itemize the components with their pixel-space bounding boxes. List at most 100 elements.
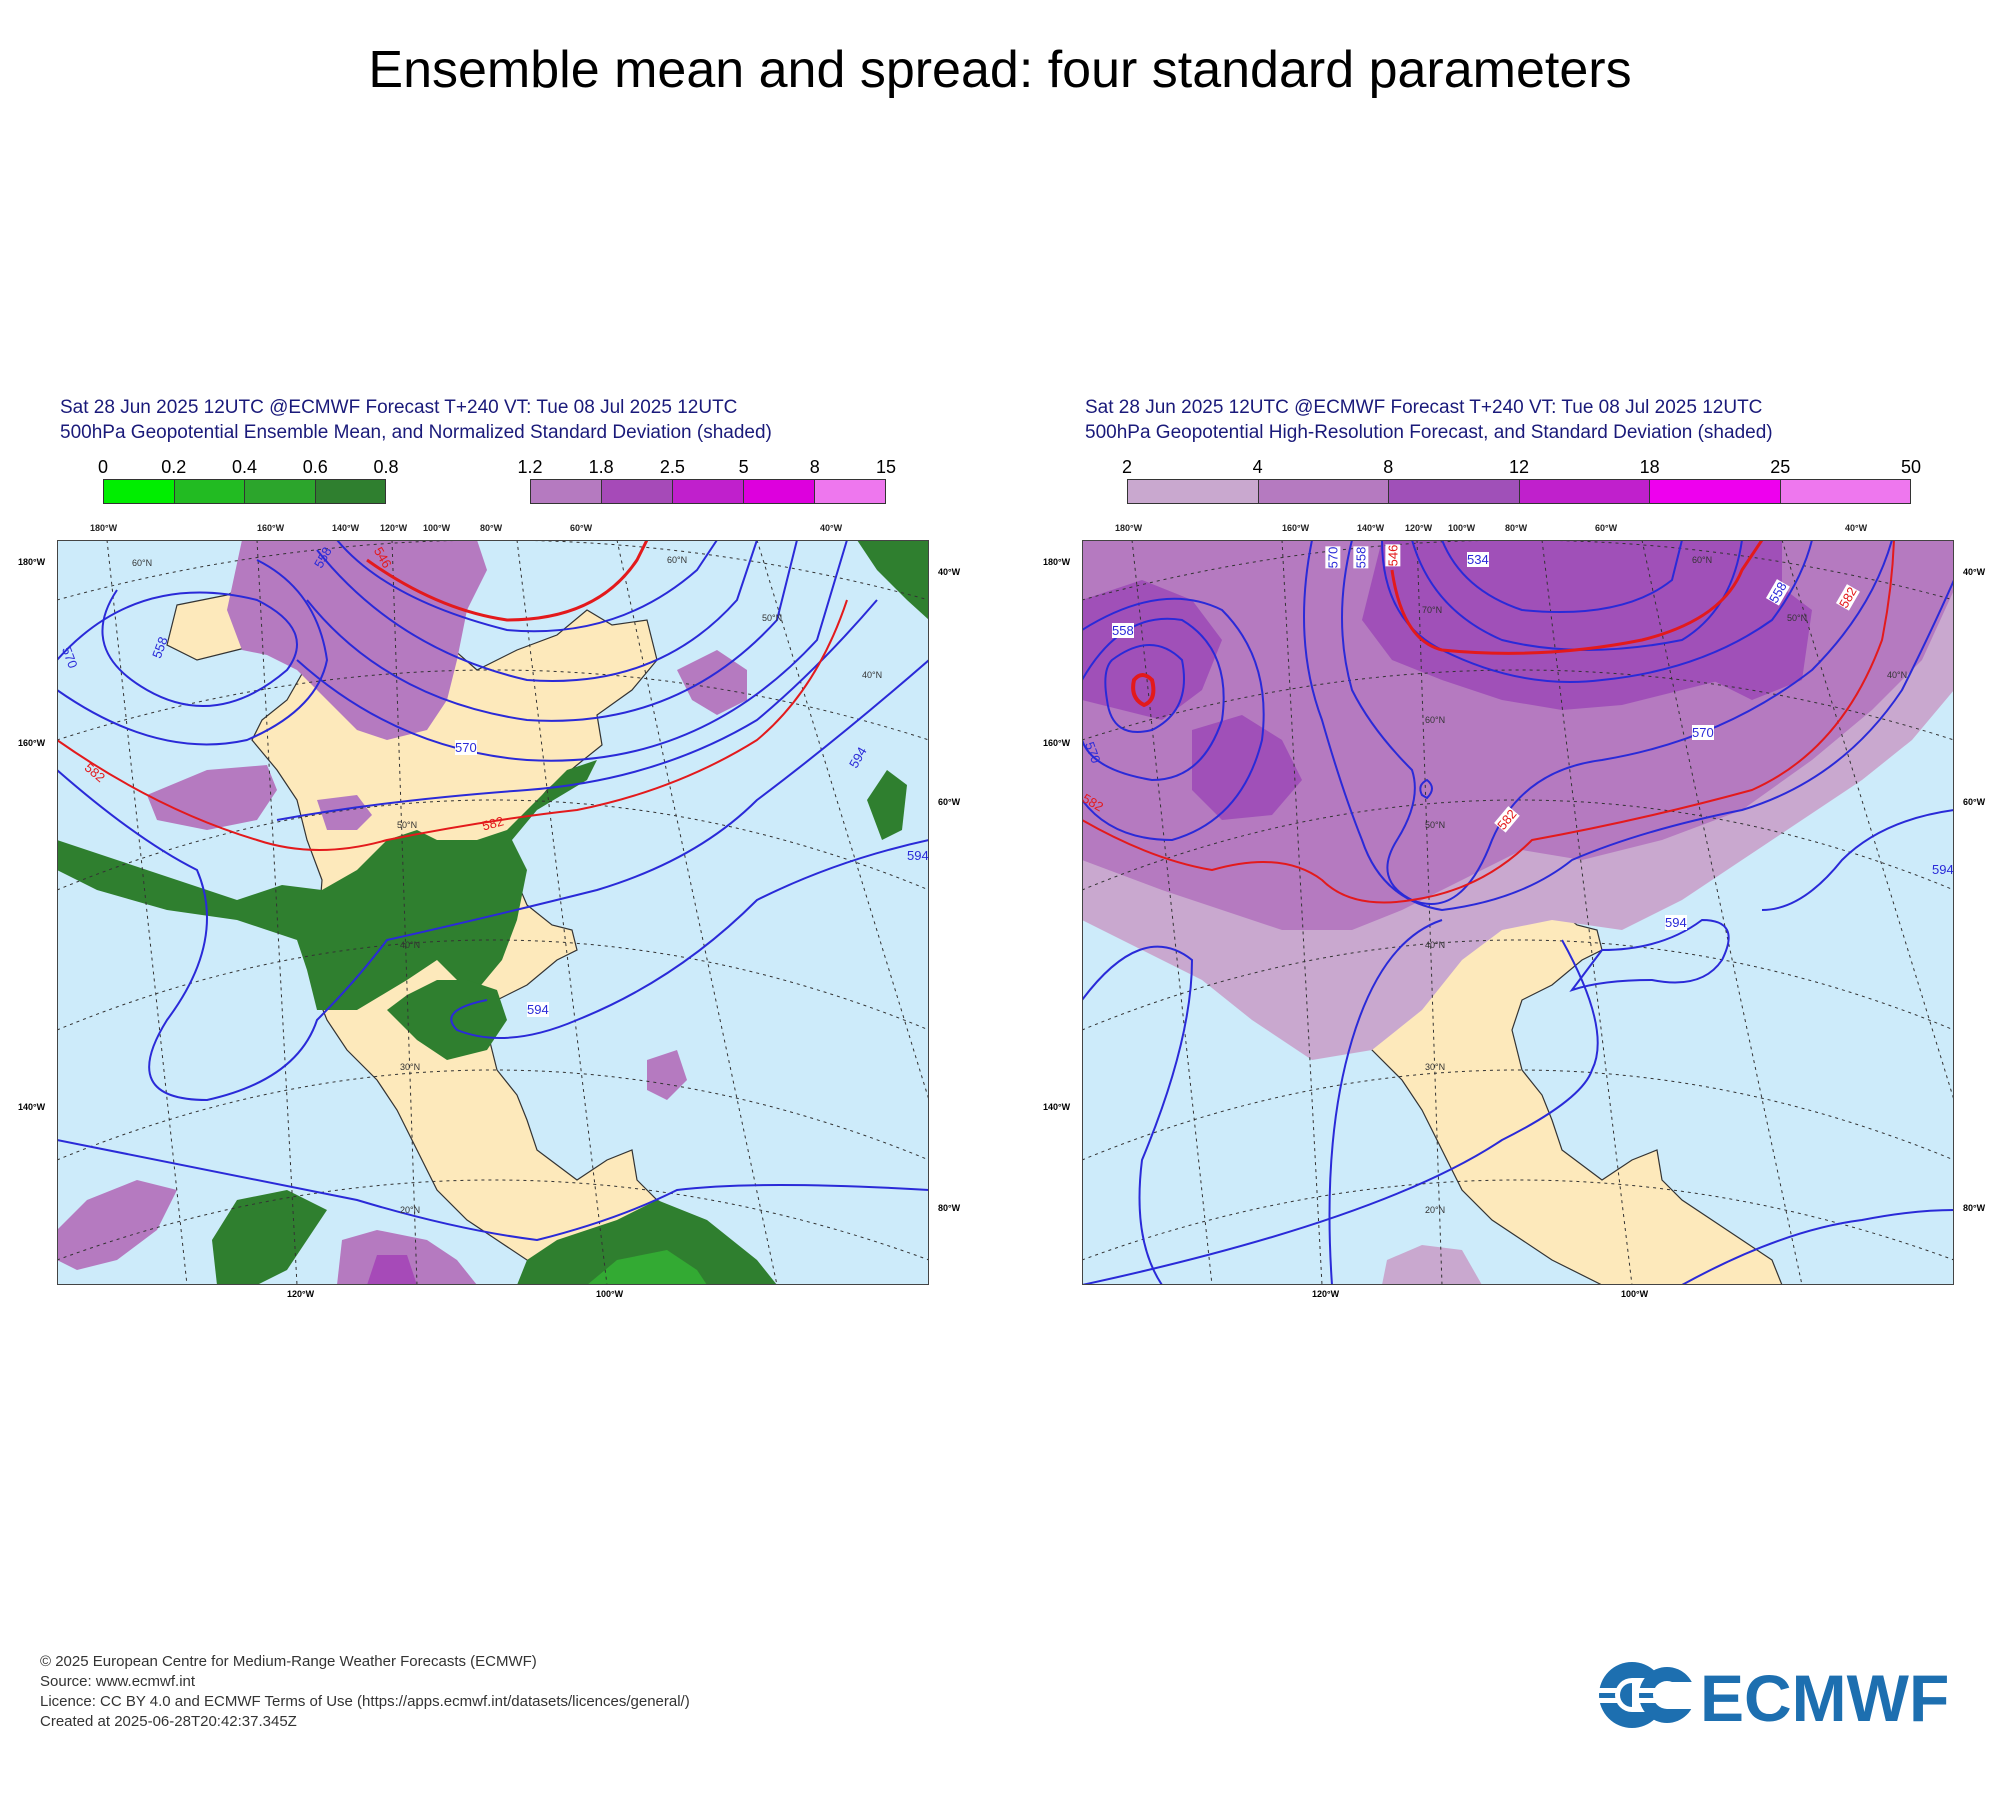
colorbar-swatch: [1128, 480, 1259, 503]
geopotential-contours-red: [57, 540, 848, 851]
page-title: Ensemble mean and spread: four standard …: [368, 41, 1632, 99]
lon-label: 180°W: [1043, 557, 1071, 567]
footer-credits: © 2025 European Centre for Medium-Range …: [40, 1652, 690, 1732]
colorbar-swatches: [530, 479, 886, 504]
lon-label: 100°W: [596, 1289, 624, 1299]
colorbar-label: 1.8: [588, 457, 614, 477]
lon-label: 60°W: [570, 523, 593, 533]
logo-text: ECMWF: [1700, 1661, 1949, 1733]
shade-high-gulf: [647, 1050, 687, 1100]
colorbar-label: 0.2: [161, 457, 187, 477]
geopotential-contours-red: [1082, 540, 1895, 904]
lon-label: 80°W: [1505, 523, 1528, 533]
colorbar-swatch: [531, 480, 602, 503]
shade-low-arctic: [857, 540, 929, 620]
lon-label: 60°W: [938, 797, 961, 807]
shade-low-atlantic: [867, 770, 907, 840]
lon-label: 40°W: [1845, 523, 1868, 533]
colorbar-swatch: [104, 480, 175, 503]
source-text: Source: www.ecmwf.int: [40, 1673, 196, 1690]
colorbar-swatch: [744, 480, 815, 503]
colorbar-label: 50: [1900, 457, 1922, 477]
shade-low-pacific: [212, 1190, 327, 1285]
shade-high-pacific: [147, 765, 277, 830]
parameter-line: 500hPa Geopotential High-Resolution Fore…: [1085, 422, 1773, 443]
map-canvas: [1082, 540, 1954, 1285]
colorbar-label: 8: [809, 457, 820, 477]
colorbar-swatch: [1389, 480, 1520, 503]
lon-label: 160°W: [1043, 738, 1071, 748]
colorbar-swatches: [103, 479, 386, 504]
colorbar-normalized-high: 1.2 1.8 2.5 5 8 15: [517, 457, 896, 504]
colorbar-label: 0.8: [373, 457, 399, 477]
panel-header: Sat 28 Jun 2025 12UTC @ECMWF Forecast T+…: [1085, 395, 1985, 445]
lon-label: 60°W: [1963, 797, 1986, 807]
shade-low-gulf-bright: [587, 1250, 707, 1285]
lon-label: 160°W: [257, 523, 285, 533]
lon-label: 140°W: [1043, 1102, 1071, 1112]
lon-label: 100°W: [423, 523, 451, 533]
colorbar-label: 15: [875, 457, 897, 477]
shade-spread-8-12-b: [1192, 715, 1302, 820]
panel-ensemble-mean: Sat 28 Jun 2025 12UTC @ECMWF Forecast T+…: [18, 395, 980, 1315]
lon-label: 60°W: [1595, 523, 1618, 533]
colorbar-label: 5: [738, 457, 749, 477]
ecmwf-logo-icon: ECMWF: [1599, 1661, 1949, 1735]
map-ensemble-mean[interactable]: [57, 540, 929, 1285]
lon-label: 180°W: [90, 523, 118, 533]
graticule: [1082, 540, 1954, 1285]
shade-spread-south: [1382, 1245, 1482, 1285]
shade-low-west: [57, 760, 597, 1010]
lon-label: 140°W: [1357, 523, 1385, 533]
lon-label: 120°W: [380, 523, 408, 533]
geopotential-contours: [57, 540, 929, 1242]
shade-low-central: [387, 980, 507, 1060]
colorbar-label: 0.6: [302, 457, 328, 477]
geopotential-contours: [1082, 540, 1954, 1285]
shade-spread-8-12-north: [1362, 540, 1782, 710]
shade-high-east: [677, 650, 747, 715]
lon-label: 120°W: [1405, 523, 1433, 533]
shade-spread-8-12: [1082, 580, 1222, 720]
colorbar-label: 4: [1252, 457, 1263, 477]
lon-label: 40°W: [1963, 567, 1986, 577]
colorbar-label: 12: [1508, 457, 1530, 477]
lon-label: 80°W: [938, 1203, 961, 1213]
lon-label: 140°W: [332, 523, 360, 533]
colorbar-label: 0: [97, 457, 109, 477]
created-timestamp: Created at 2025-06-28T20:42:37.345Z: [40, 1713, 297, 1730]
forecast-time-line: Sat 28 Jun 2025 12UTC @ECMWF Forecast T+…: [1085, 397, 1763, 418]
lon-label: 120°W: [287, 1289, 315, 1299]
licence-text: Licence: CC BY 4.0 and ECMWF Terms of Us…: [40, 1693, 690, 1710]
lon-label: 180°W: [18, 557, 46, 567]
shade-high-subtropic-core: [367, 1255, 417, 1285]
colorbar-label: 25: [1770, 457, 1791, 477]
lon-label: 80°W: [480, 523, 503, 533]
colorbar-std-dev: 2 4 8 12 18 25 50: [1122, 457, 1921, 504]
colorbar-label: 0.4: [231, 457, 258, 477]
colorbar-label: 8: [1383, 457, 1394, 477]
shade-high-bc: [317, 795, 372, 830]
colorbar-label: 2.5: [659, 457, 685, 477]
shade-spread-8-12-east: [1692, 580, 1812, 700]
lon-label: 100°W: [1448, 523, 1476, 533]
colorbar-swatch: [1650, 480, 1781, 503]
colorbar-normalized-low: 0 0.2 0.4 0.6 0.8: [98, 457, 399, 504]
map-hres-forecast[interactable]: [1082, 540, 1954, 1285]
copyright-text: © 2025 European Centre for Medium-Range …: [40, 1653, 537, 1670]
parameter-line: 500hPa Geopotential Ensemble Mean, and N…: [60, 422, 772, 443]
panel-header: Sat 28 Jun 2025 12UTC @ECMWF Forecast T+…: [60, 395, 960, 445]
lon-label: 160°W: [18, 738, 46, 748]
colorbar-swatch: [673, 480, 744, 503]
colorbar-swatch: [174, 480, 245, 503]
forecast-time-line: Sat 28 Jun 2025 12UTC @ECMWF Forecast T+…: [60, 397, 738, 418]
colorbar-label: 2: [1121, 457, 1133, 477]
panel-hres-forecast: Sat 28 Jun 2025 12UTC @ECMWF Forecast T+…: [1043, 395, 2000, 1315]
lon-label: 80°W: [1963, 1203, 1986, 1213]
lon-label: 180°W: [1115, 523, 1143, 533]
lon-label: 40°W: [820, 523, 843, 533]
colorbar-swatches: [1127, 479, 1911, 504]
colorbar-swatch: [1519, 480, 1650, 503]
colorbar-label: 1.2: [517, 457, 543, 477]
shade-high-southwest: [57, 1180, 177, 1270]
